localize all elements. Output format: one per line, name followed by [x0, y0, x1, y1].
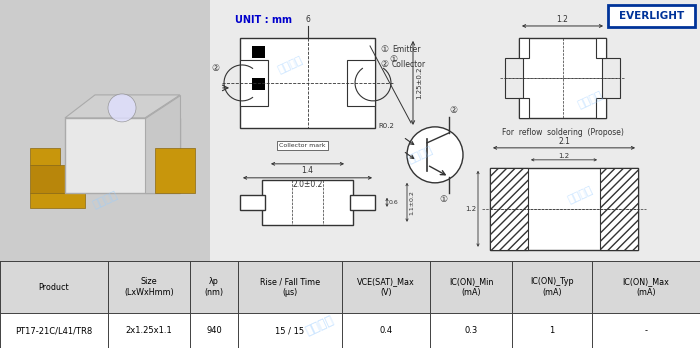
Bar	[602, 58, 620, 98]
Bar	[342, 313, 430, 348]
Text: Size
(LxWxHmm): Size (LxWxHmm)	[124, 277, 174, 297]
Bar	[608, 5, 695, 27]
Text: Rise / Fall Time
(μs): Rise / Fall Time (μs)	[260, 277, 320, 297]
Bar	[430, 313, 512, 348]
Text: 1.2: 1.2	[556, 15, 568, 24]
Bar	[600, 168, 638, 250]
Text: 1.1±0.2: 1.1±0.2	[409, 190, 414, 215]
Bar	[350, 195, 375, 210]
Text: 940: 940	[206, 326, 222, 335]
Text: PT17-21C/L41/TR8: PT17-21C/L41/TR8	[15, 326, 92, 335]
Bar	[0, 0, 210, 263]
Text: 超毅电子: 超毅电子	[304, 314, 336, 338]
Bar	[490, 168, 638, 250]
Text: 2.1: 2.1	[558, 137, 570, 146]
Bar	[519, 38, 529, 58]
Bar	[108, 313, 190, 348]
Text: 0.4: 0.4	[379, 326, 393, 335]
Text: 超毅电子: 超毅电子	[406, 145, 434, 165]
Bar	[596, 38, 606, 58]
Bar	[238, 261, 342, 313]
Bar	[592, 313, 700, 348]
Bar	[240, 195, 265, 210]
Text: 2.0±0.2: 2.0±0.2	[293, 180, 323, 189]
Text: ②: ②	[211, 64, 219, 73]
Bar	[490, 168, 528, 250]
Text: 0.6: 0.6	[389, 200, 399, 205]
Bar	[252, 46, 265, 58]
Text: ①: ①	[389, 55, 397, 64]
Text: EVERLIGHT: EVERLIGHT	[619, 11, 684, 21]
Text: UNIT : mm: UNIT : mm	[235, 15, 292, 25]
Bar	[30, 193, 85, 208]
Bar	[30, 165, 85, 193]
Text: ①: ①	[439, 195, 447, 204]
Text: 2x1.25x1.1: 2x1.25x1.1	[125, 326, 172, 335]
Bar	[252, 78, 265, 90]
Bar	[65, 118, 180, 193]
Text: ①: ①	[380, 46, 388, 54]
Bar	[347, 60, 375, 106]
Bar	[505, 58, 523, 98]
Text: -: -	[645, 326, 648, 335]
Bar	[512, 261, 592, 313]
Text: ②: ②	[380, 61, 388, 70]
Text: Product: Product	[38, 283, 69, 292]
Bar	[240, 60, 268, 106]
Bar	[190, 261, 238, 313]
Bar	[0, 261, 108, 313]
Text: 1.4: 1.4	[302, 166, 314, 175]
Text: IC(ON)_Max
(mA): IC(ON)_Max (mA)	[622, 277, 669, 297]
Text: ②: ②	[449, 106, 457, 115]
Text: λp
(nm): λp (nm)	[204, 277, 223, 297]
Text: 0.3: 0.3	[464, 326, 477, 335]
Text: For  reflow  soldering  (Propose): For reflow soldering (Propose)	[502, 128, 624, 137]
Bar	[430, 261, 512, 313]
Bar	[519, 98, 529, 118]
Text: 15 / 15: 15 / 15	[275, 326, 304, 335]
Text: VCE(SAT)_Max
(V): VCE(SAT)_Max (V)	[357, 277, 415, 297]
Bar	[0, 313, 108, 348]
Text: 1: 1	[550, 326, 554, 335]
Text: 超毅电子: 超毅电子	[91, 190, 119, 210]
Text: 1.25±0.2: 1.25±0.2	[416, 67, 422, 99]
Bar	[108, 261, 190, 313]
Text: IC(ON)_Min
(mA): IC(ON)_Min (mA)	[449, 277, 493, 297]
Text: IC(ON)_Typ
(mA): IC(ON)_Typ (mA)	[530, 277, 574, 297]
Bar	[512, 313, 592, 348]
Polygon shape	[145, 95, 180, 193]
Text: R0.2: R0.2	[378, 123, 394, 129]
Bar	[30, 148, 60, 165]
Text: 超毅电子: 超毅电子	[276, 55, 304, 75]
Polygon shape	[65, 95, 180, 118]
Bar	[262, 180, 353, 225]
Text: 超毅电子: 超毅电子	[576, 90, 604, 110]
Text: Collector mark: Collector mark	[279, 143, 326, 148]
Bar	[240, 38, 375, 128]
Bar	[155, 148, 195, 193]
Bar	[238, 313, 342, 348]
Bar	[342, 261, 430, 313]
Bar	[190, 313, 238, 348]
Text: 1.2: 1.2	[559, 153, 570, 159]
Text: Emitter: Emitter	[392, 46, 421, 54]
Text: 超毅电子: 超毅电子	[566, 185, 594, 205]
Text: 1.2: 1.2	[465, 206, 476, 212]
Text: Collector: Collector	[392, 61, 426, 70]
Circle shape	[407, 127, 463, 183]
Circle shape	[108, 94, 136, 122]
Bar	[592, 261, 700, 313]
Text: 6: 6	[305, 15, 310, 24]
Bar	[519, 38, 606, 118]
Bar	[596, 98, 606, 118]
